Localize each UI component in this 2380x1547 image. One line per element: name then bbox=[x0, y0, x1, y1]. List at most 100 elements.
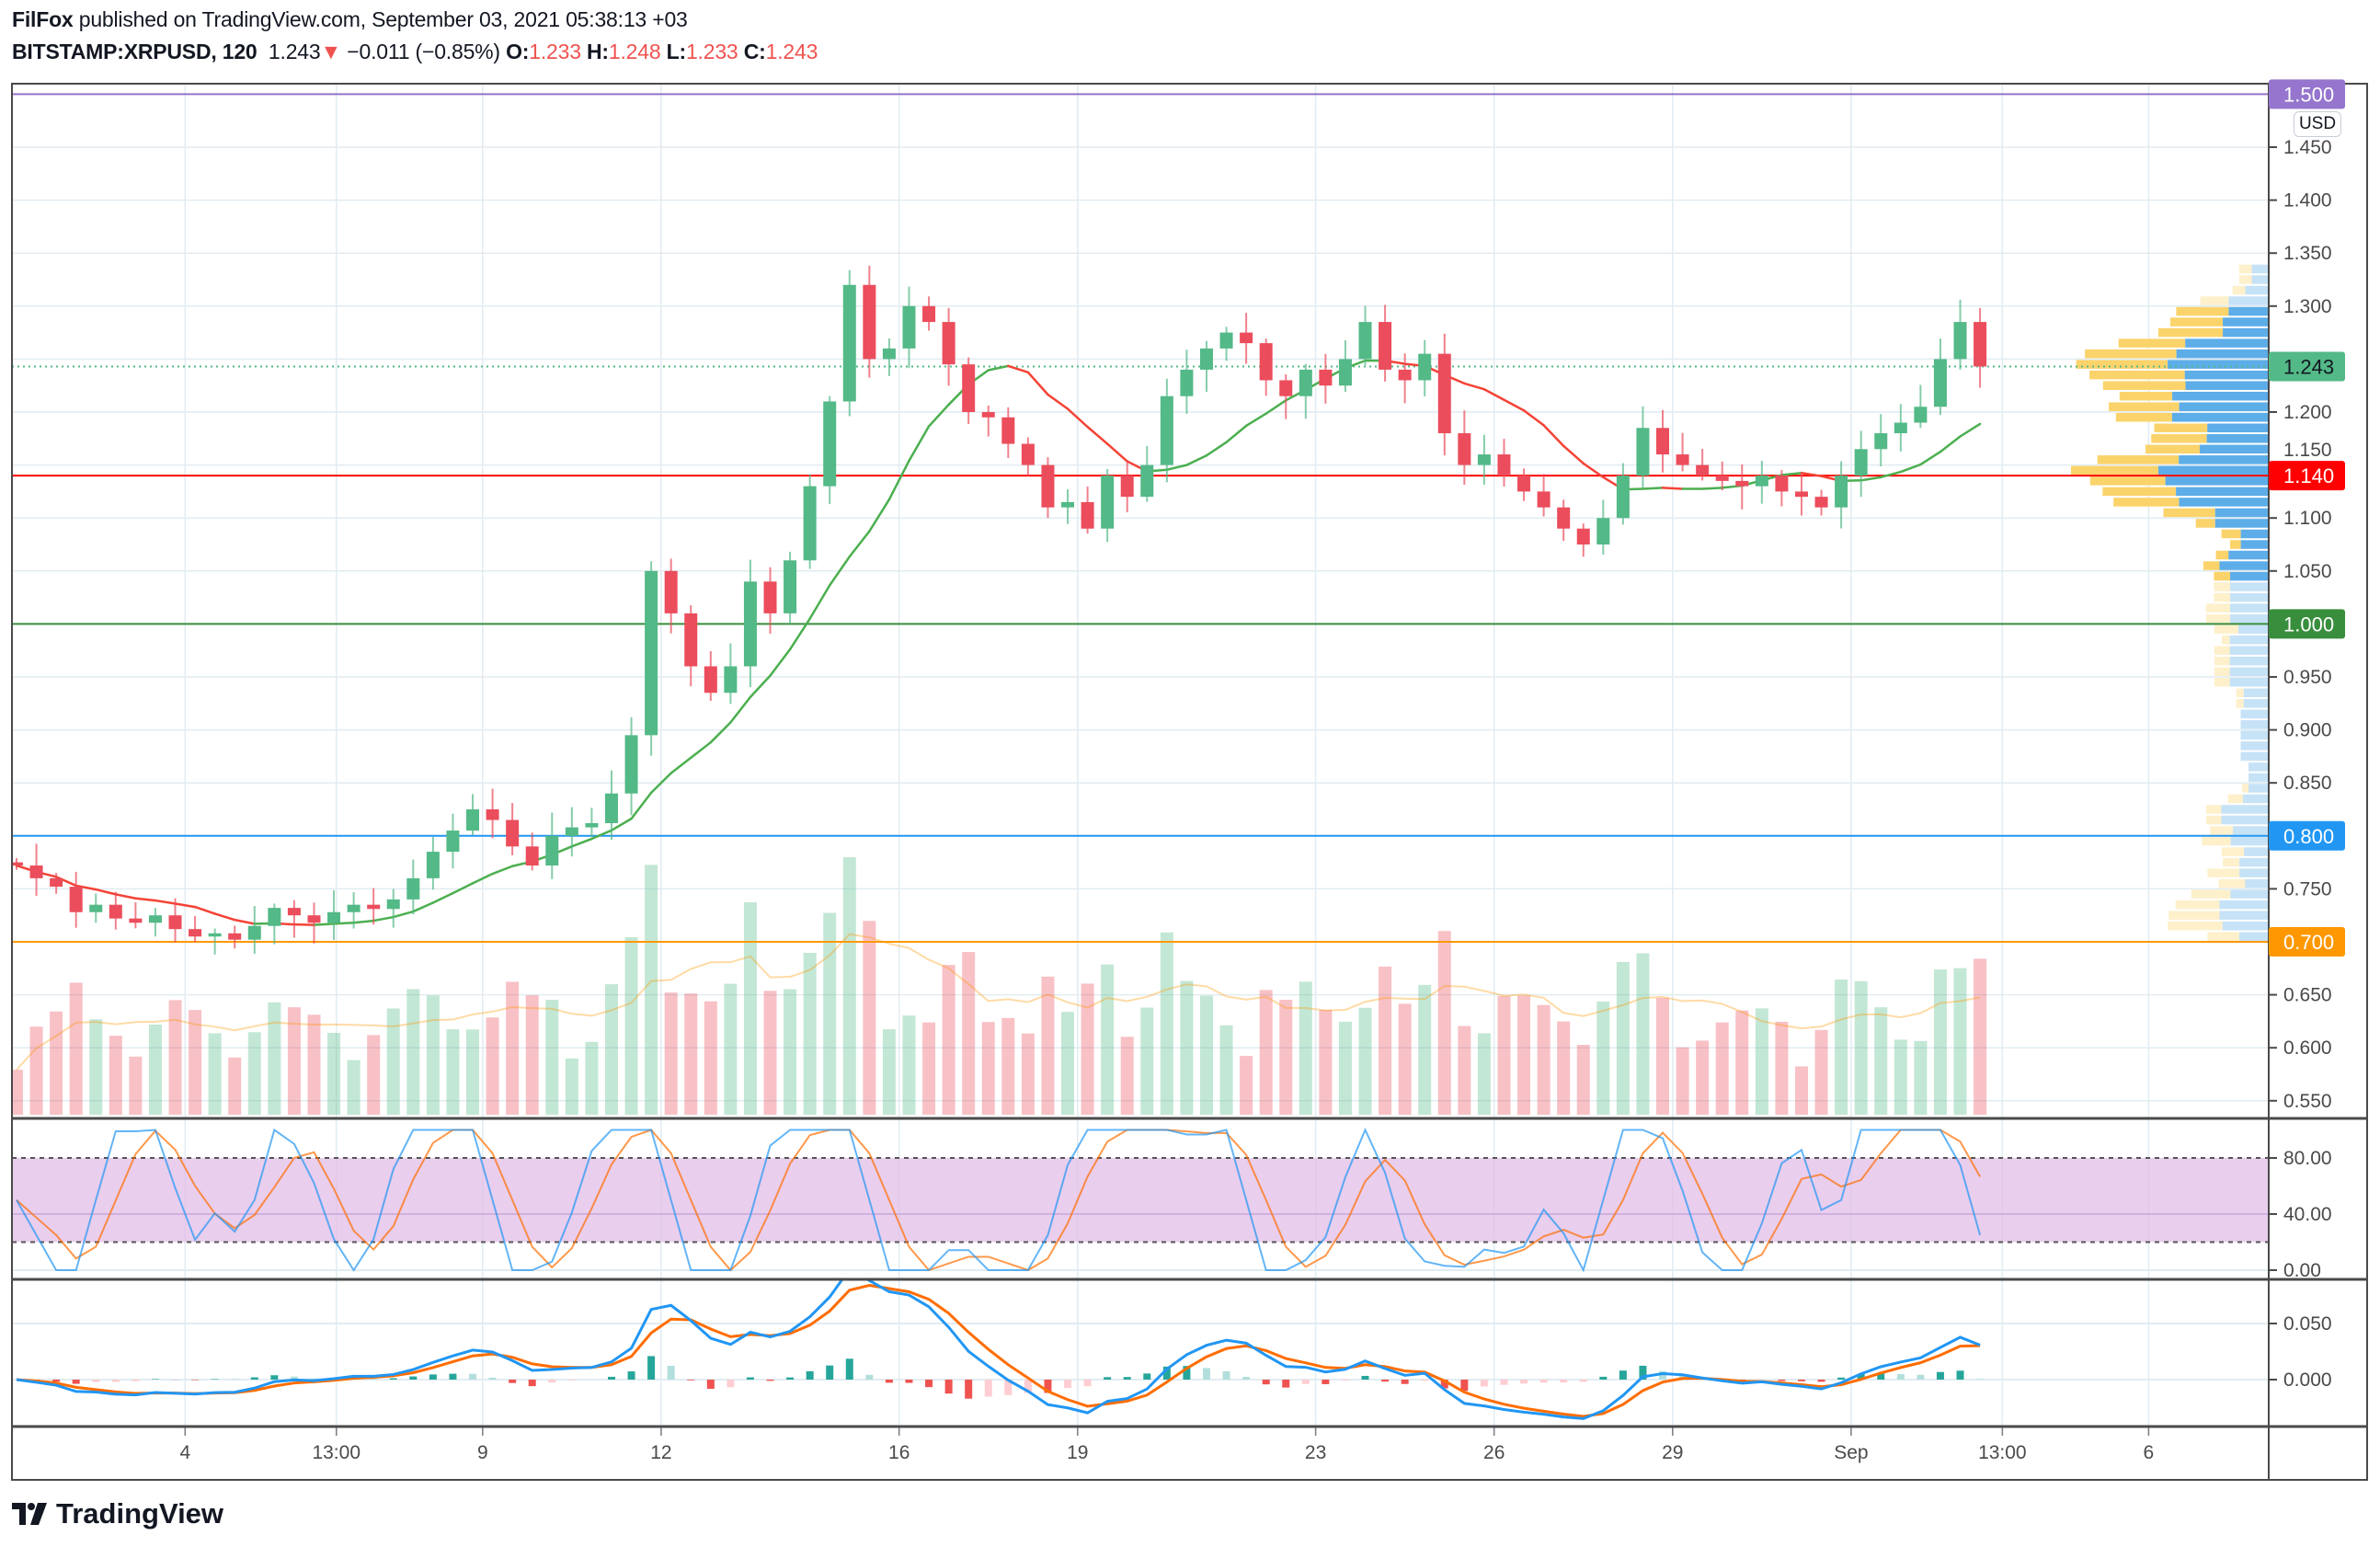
volume-profile-up-bar bbox=[2165, 476, 2269, 486]
moving-average-segment bbox=[1225, 424, 1248, 444]
candle-body bbox=[89, 904, 103, 912]
candle-body bbox=[307, 915, 321, 923]
volume-bar bbox=[1319, 1009, 1333, 1115]
moving-average-segment bbox=[452, 882, 475, 895]
volume-profile-up-bar bbox=[2240, 540, 2269, 549]
volume-profile-up-bar bbox=[2221, 815, 2269, 825]
volume-bar bbox=[1219, 1025, 1233, 1115]
macd-histogram-bar bbox=[1539, 1380, 1548, 1383]
macd-histogram-bar bbox=[1480, 1380, 1488, 1387]
publisher-name: FilFox bbox=[12, 7, 74, 31]
volume-bar bbox=[1180, 980, 1194, 1115]
candle-body bbox=[1596, 518, 1610, 544]
candle-body bbox=[486, 809, 499, 820]
candle-body bbox=[1437, 353, 1451, 434]
candle-body bbox=[1021, 443, 1035, 465]
volume-profile-up-bar bbox=[2230, 889, 2269, 899]
moving-average-segment bbox=[669, 756, 692, 774]
macd-histogram-bar bbox=[1560, 1380, 1568, 1383]
volume-profile-down-bar bbox=[2238, 275, 2252, 284]
moving-average-segment bbox=[630, 791, 653, 820]
volume-profile-down-bar bbox=[2205, 613, 2231, 624]
macd-histogram-bar bbox=[607, 1376, 615, 1380]
level-price-label-bg bbox=[2269, 927, 2345, 957]
candle-body bbox=[69, 887, 83, 912]
volume-profile-down-bar bbox=[2154, 423, 2208, 433]
macd-histogram-bar bbox=[1104, 1377, 1112, 1380]
volume-bar bbox=[1160, 932, 1173, 1115]
macd-histogram-bar bbox=[786, 1377, 795, 1380]
volume-profile-up-bar bbox=[2219, 911, 2269, 920]
macd-histogram-bar bbox=[1282, 1380, 1290, 1388]
moving-average-segment bbox=[134, 897, 157, 902]
macd-histogram-bar bbox=[1520, 1380, 1528, 1384]
candle-body bbox=[1775, 476, 1789, 492]
time-axis-label: 12 bbox=[650, 1442, 671, 1463]
macd-histogram-bar bbox=[944, 1380, 953, 1394]
currency-badge[interactable]: USD bbox=[2294, 111, 2341, 137]
down-arrow-icon: ▼ bbox=[320, 40, 342, 63]
moving-average-segment bbox=[1165, 464, 1188, 472]
candle-body bbox=[545, 835, 559, 866]
candle-body bbox=[1319, 369, 1333, 386]
candle-body bbox=[882, 348, 896, 360]
candle-body bbox=[327, 911, 341, 923]
volume-bar bbox=[148, 1024, 162, 1115]
volume-bar bbox=[664, 992, 678, 1115]
volume-bar bbox=[189, 1010, 202, 1115]
time-axis-label: 16 bbox=[888, 1442, 910, 1463]
candle-body bbox=[1180, 369, 1194, 396]
volume-profile-up-bar bbox=[2184, 370, 2269, 380]
volume-profile-down-bar bbox=[2176, 306, 2229, 316]
moving-average-segment bbox=[332, 922, 355, 925]
candle-body bbox=[12, 862, 23, 866]
candle-body bbox=[446, 831, 460, 853]
macd-histogram-bar bbox=[647, 1356, 656, 1380]
candle-body bbox=[1656, 428, 1670, 455]
moving-average-segment bbox=[908, 425, 931, 463]
macd-axis-label: 0.000 bbox=[2283, 1369, 2332, 1391]
candle-body bbox=[1616, 476, 1630, 519]
macd-histogram-bar bbox=[111, 1380, 120, 1382]
volume-profile-up-bar bbox=[2176, 349, 2269, 359]
volume-profile-down-bar bbox=[2205, 603, 2231, 613]
volume-profile-up-bar bbox=[2230, 603, 2269, 613]
volume-bar bbox=[268, 1002, 281, 1115]
volume-profile-up-bar bbox=[2172, 391, 2269, 401]
moving-average-segment bbox=[1880, 470, 1903, 479]
volume-bar bbox=[645, 865, 658, 1115]
volume-bar bbox=[406, 989, 420, 1115]
volume-profile-up-bar bbox=[2230, 582, 2269, 591]
moving-average-segment bbox=[749, 674, 772, 699]
volume-profile-down-bar bbox=[2102, 487, 2177, 497]
candles-group bbox=[12, 265, 1987, 955]
volume-profile-down-bar bbox=[2221, 635, 2230, 645]
candle-body bbox=[1874, 433, 1888, 450]
moving-average-segment bbox=[74, 884, 97, 891]
macd-histogram-bar bbox=[528, 1380, 536, 1387]
price-axis-label: 1.100 bbox=[2283, 508, 2332, 529]
volume-profile-down-bar bbox=[2205, 805, 2222, 814]
volume-bar bbox=[89, 1019, 103, 1115]
volume-profile-up-bar bbox=[2248, 762, 2269, 772]
volume-profile-down-bar bbox=[2242, 784, 2249, 793]
volume-bar bbox=[823, 912, 837, 1115]
tradingview-logo[interactable]: TradingView bbox=[12, 1497, 223, 1530]
volume-bar bbox=[109, 1036, 122, 1115]
volume-bar bbox=[882, 1029, 896, 1115]
volume-profile-down-bar bbox=[2214, 625, 2238, 634]
candle-body bbox=[1696, 464, 1710, 476]
moving-average-segment bbox=[1482, 387, 1505, 402]
tradingview-logo-icon bbox=[12, 1503, 47, 1525]
candle-body bbox=[168, 915, 182, 930]
volume-profile-down-bar bbox=[2214, 667, 2230, 676]
moving-average-segment bbox=[431, 891, 454, 904]
symbol-label[interactable]: BITSTAMP:XRPUSD, 120 bbox=[12, 40, 257, 63]
volume-bar bbox=[1001, 1017, 1015, 1115]
candle-body bbox=[466, 809, 480, 831]
volume-bar bbox=[1775, 1021, 1789, 1115]
moving-average-segment bbox=[1047, 393, 1070, 410]
moving-average-segment bbox=[491, 865, 514, 876]
volume-profile-down-bar bbox=[2232, 285, 2246, 295]
